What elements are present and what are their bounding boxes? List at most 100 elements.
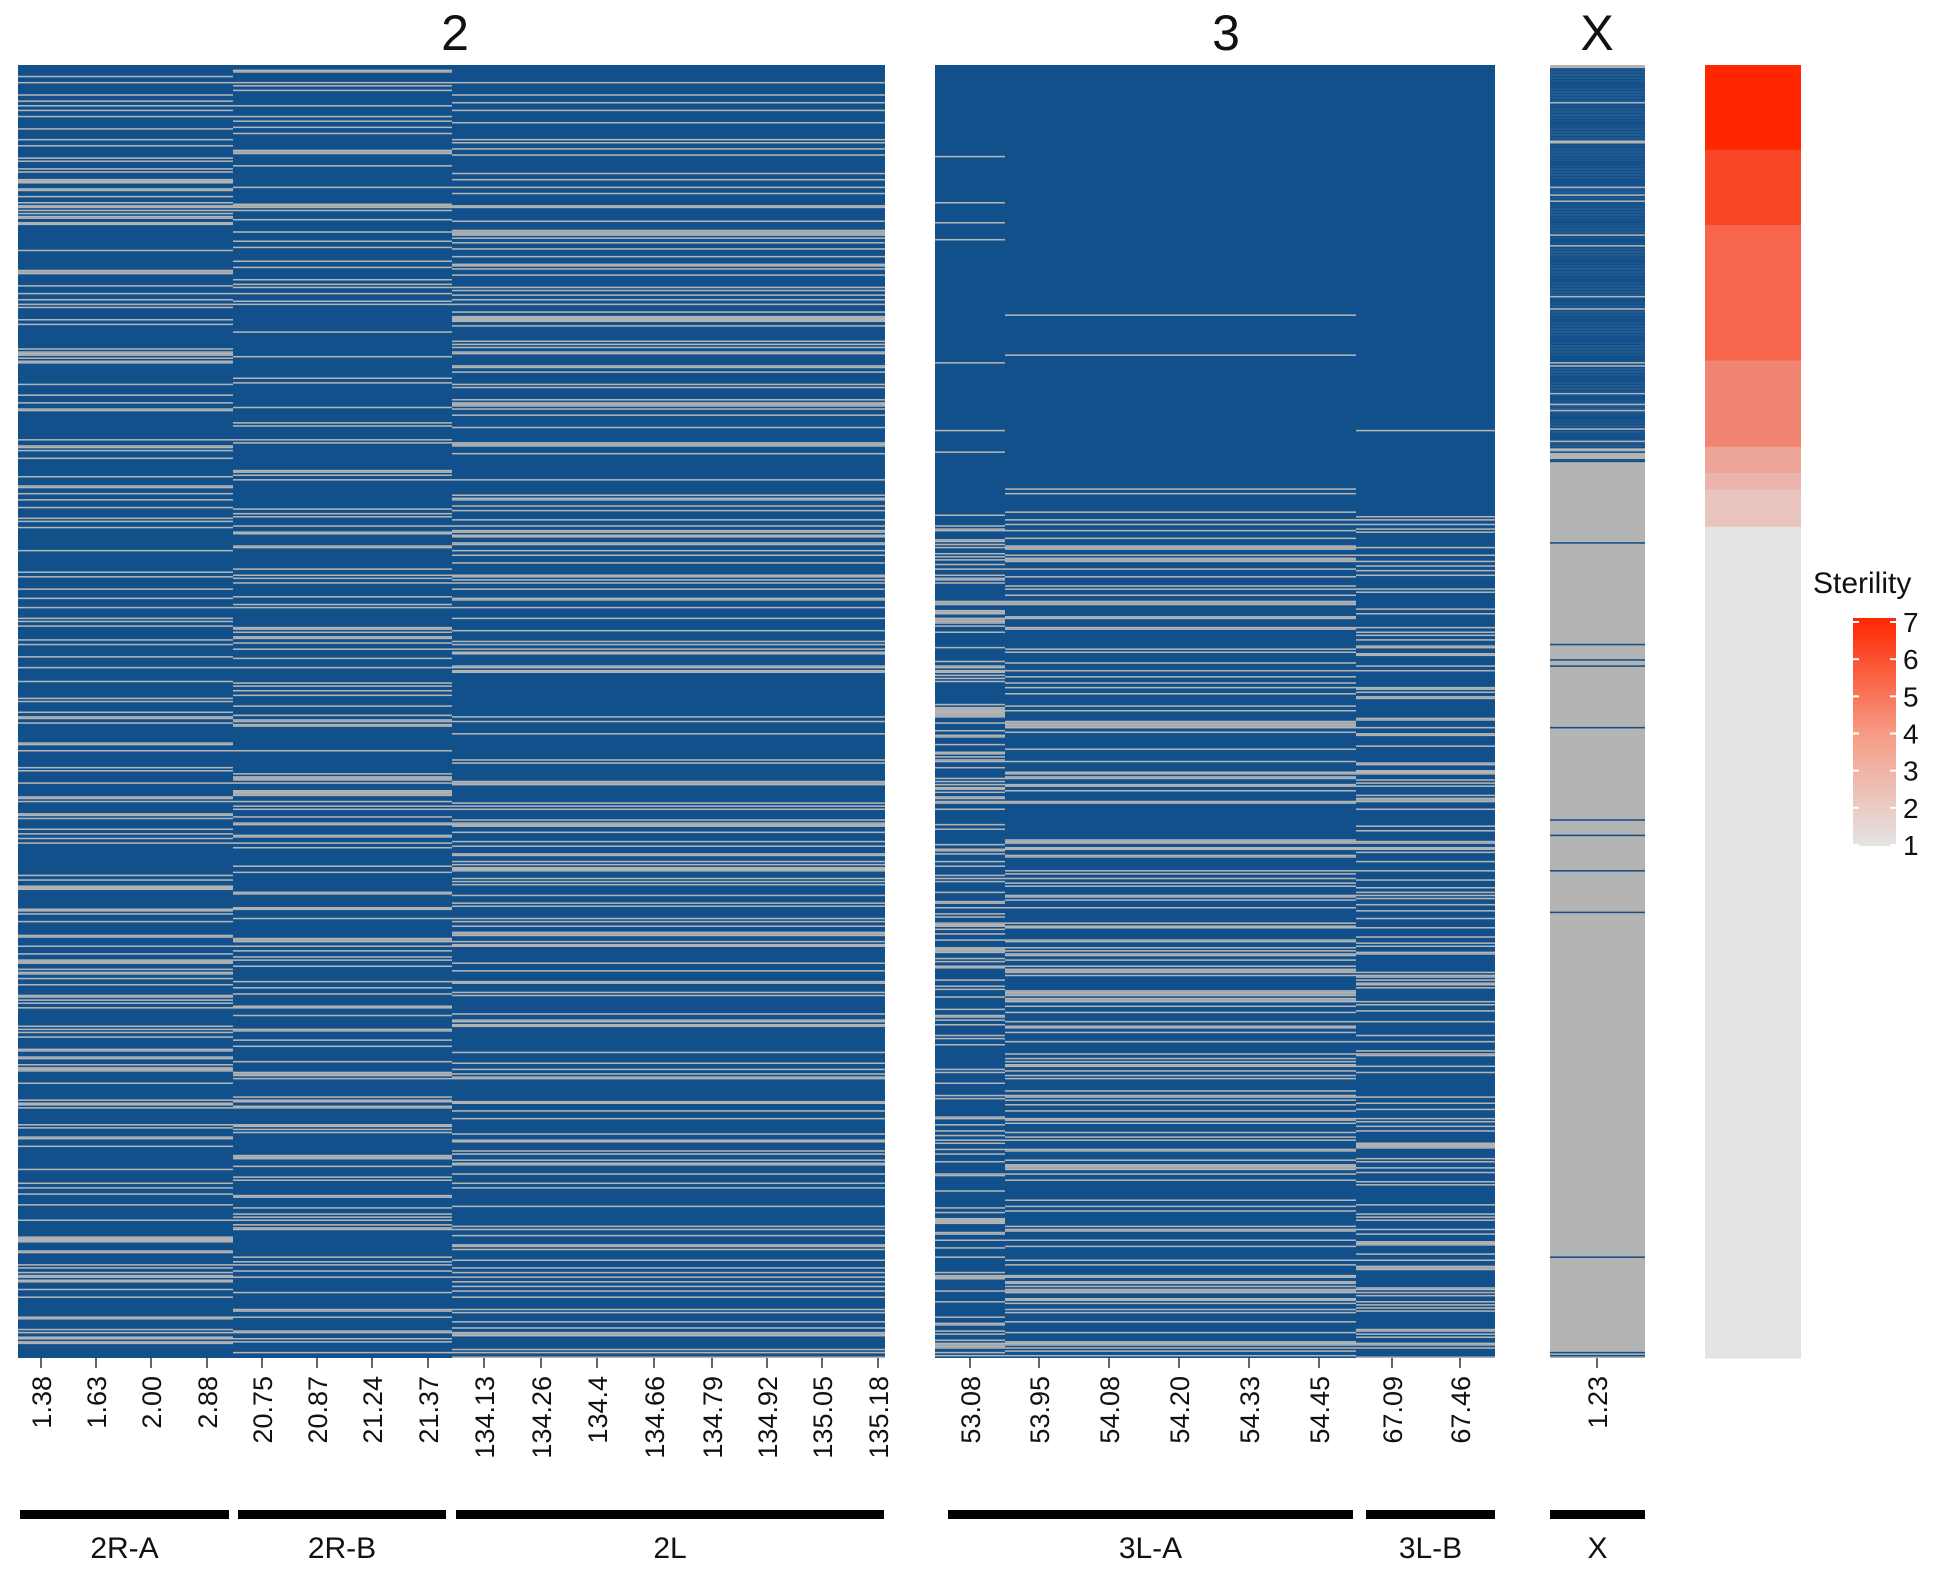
heatmap-cell: [1005, 1148, 1356, 1151]
heatmap-cell: [18, 457, 233, 460]
heatmap-cell: [935, 900, 1005, 903]
heatmap-cell: [935, 1221, 1005, 1223]
heatmap-cell: [233, 790, 452, 792]
heatmap-cell: [1550, 280, 1645, 283]
heatmap-cell: [1550, 126, 1645, 129]
heatmap-cell: [1005, 940, 1356, 943]
heatmap-cell: [18, 617, 233, 620]
heatmap-cell: [1550, 437, 1645, 440]
heatmap-cell: [233, 1261, 452, 1263]
heatmap-cell: [18, 1056, 233, 1058]
heatmap-cell: [935, 925, 1005, 927]
heatmap-cell: [1550, 248, 1645, 250]
heatmap-cell: [233, 1194, 452, 1197]
heatmap-cell: [452, 229, 885, 232]
heatmap-cell: [1356, 588, 1495, 590]
region-bars: 2R-A 2R-B 2L 3L-A 3L-B X: [20, 1510, 1645, 1565]
heatmap-cell: [1005, 731, 1356, 734]
heatmap-cell: [935, 703, 1005, 706]
heatmap-cell: [1550, 1351, 1645, 1354]
heatmap-cell: [452, 442, 885, 444]
heatmap-cell: [452, 733, 885, 735]
heatmap-cell: [1356, 1120, 1495, 1123]
heatmap-cell: [18, 81, 233, 84]
heatmap-cell: [18, 1137, 233, 1140]
heatmap-cell: [1356, 1344, 1495, 1346]
heatmap-cell: [1356, 1096, 1495, 1098]
heatmap-cell: [1550, 302, 1645, 304]
heatmap-cell: [935, 579, 1005, 581]
heatmap-cell: [452, 1159, 885, 1161]
heatmap-cell: [233, 1099, 452, 1101]
heatmap-cell: [1356, 1000, 1495, 1003]
heatmap-cell: [1005, 554, 1356, 557]
heatmap-cell: [452, 479, 885, 481]
heatmap-cell: [452, 617, 885, 620]
heatmap-cell: [18, 303, 233, 306]
heatmap-cell: [1005, 545, 1356, 547]
heatmap-cell: [935, 756, 1005, 758]
heatmap-cell: [1356, 971, 1495, 974]
heatmap-cell: [1550, 223, 1645, 226]
heatmap-cell: [1005, 1321, 1356, 1323]
heatmap-cell: [1550, 349, 1645, 352]
heatmap-cell: [18, 1193, 233, 1195]
heatmap-cell: [452, 178, 885, 181]
heatmap-cell: [1005, 519, 1356, 521]
heatmap-cell: [935, 922, 1005, 924]
heatmap-cell: [935, 788, 1005, 791]
heatmap-cell: [233, 917, 452, 920]
heatmap-cell: [1005, 617, 1356, 620]
heatmap-cell: [233, 165, 452, 167]
heatmap-cell: [233, 81, 452, 84]
heatmap-cell: [233, 908, 452, 911]
heatmap-cell: [18, 1271, 233, 1274]
heatmap-cell: [1005, 1282, 1356, 1285]
heatmap-cell: [1005, 537, 1356, 540]
sterility-strip: [1705, 65, 1801, 1359]
heatmap-cell: [452, 371, 885, 373]
heatmap-cell: [18, 492, 233, 495]
heatmap-cell: [935, 1019, 1005, 1021]
heatmap-cell: [1005, 1225, 1356, 1228]
heatmap-cell: [1550, 337, 1645, 339]
heatmap-cell: [935, 525, 1005, 527]
heatmap-cell: [1356, 1034, 1495, 1037]
heatmap-cell: [1005, 1297, 1356, 1300]
heatmap-cell: [18, 285, 233, 287]
heatmap-cell: [452, 1076, 885, 1078]
heatmap-cell: [1005, 725, 1356, 727]
heatmap-cell: [935, 796, 1005, 798]
heatmap-cell: [1550, 78, 1645, 81]
region-label: 2L: [653, 1532, 686, 1565]
heatmap-cell: [18, 188, 233, 190]
heatmap-cell: [233, 950, 452, 952]
heatmap-cell: [1550, 123, 1645, 126]
heatmap-cell: [452, 982, 885, 984]
heatmap-cell: [1005, 1119, 1356, 1121]
heatmap-cell: [1550, 268, 1645, 270]
heatmap-cell: [935, 514, 1005, 517]
heatmap-cell: [452, 445, 885, 447]
heatmap-cell: [1550, 306, 1645, 309]
heatmap-cell: [935, 967, 1005, 969]
heatmap-cell: [18, 977, 233, 980]
heatmap-cell: [1356, 763, 1495, 766]
heatmap-cell: [452, 408, 885, 410]
heatmap-cell: [1005, 1168, 1356, 1171]
heatmap-cell: [18, 408, 233, 410]
heatmap-cell: [452, 386, 885, 389]
heatmap-cell: [233, 636, 452, 638]
heatmap-cell: [233, 694, 452, 697]
heatmap-cell: [1550, 91, 1645, 93]
heatmap-cell: [1550, 292, 1645, 295]
heatmap-cell: [1356, 1287, 1495, 1289]
heatmap-cell: [233, 1039, 452, 1041]
heatmap-cell: [18, 178, 233, 181]
heatmap-cell: [935, 574, 1005, 577]
heatmap-cell: [18, 145, 233, 147]
tick-label: 20.87: [303, 1376, 333, 1444]
heatmap-cell: [1005, 1205, 1356, 1208]
heatmap-cell: [1550, 118, 1645, 121]
heatmap-cell: [1005, 488, 1356, 490]
